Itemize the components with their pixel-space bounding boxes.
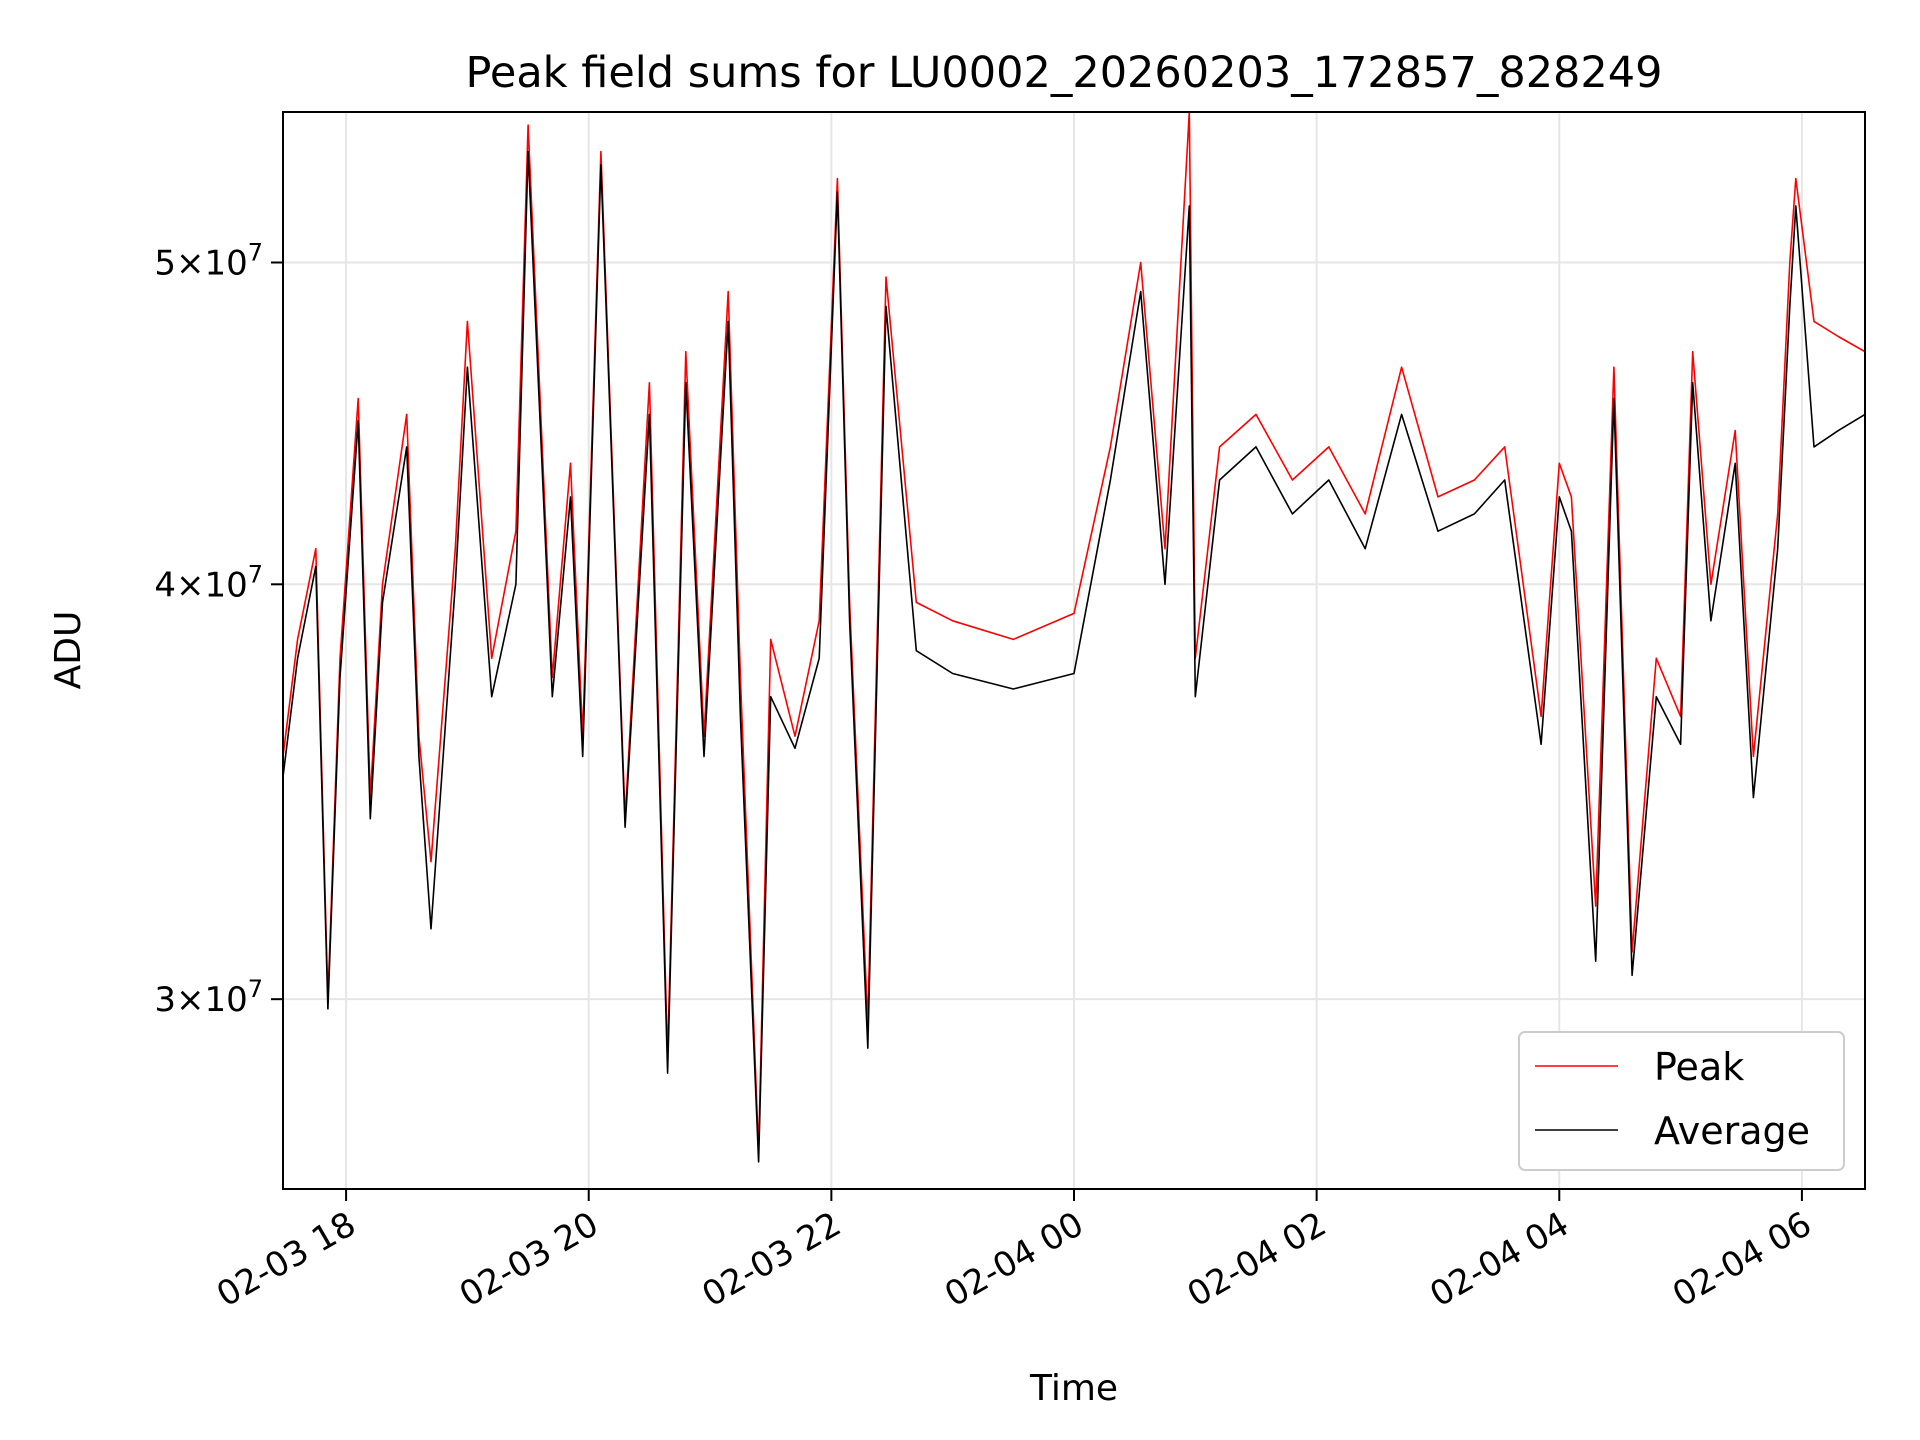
chart-title: Peak field sums for LU0002_20260203_1728… <box>465 48 1662 98</box>
x-axis-label: Time <box>1029 1368 1118 1409</box>
legend-label-peak: Peak <box>1654 1045 1744 1089</box>
series-line-peak <box>282 111 1866 1152</box>
y-tick-label: 3×107 <box>154 975 263 1020</box>
y-tick-label: 5×107 <box>154 239 263 284</box>
y-tick-label: 4×107 <box>154 560 263 605</box>
series-line-average <box>282 150 1866 1163</box>
series-group <box>282 111 1866 1163</box>
y-axis: 3×107 4×107 5×107 <box>154 239 283 1020</box>
legend: Peak Average <box>1518 1031 1845 1171</box>
legend-label-average: Average <box>1654 1109 1810 1153</box>
y-axis-label: ADU <box>48 611 89 690</box>
